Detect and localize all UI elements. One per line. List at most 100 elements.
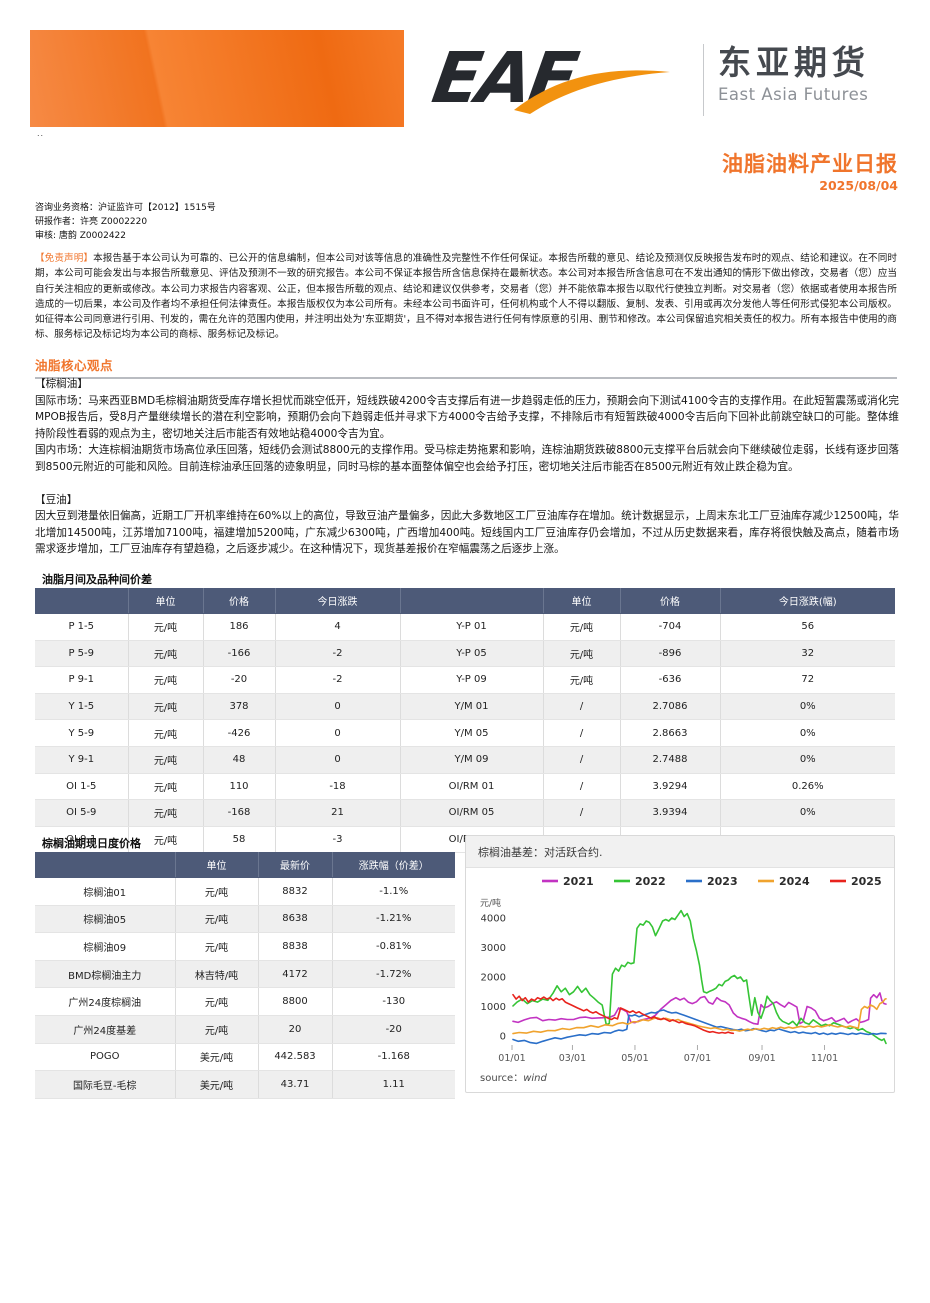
table-row: 广州24度棕榈油 元/吨 8800 -130 — [35, 987, 455, 1016]
table-cell: 元/吨 — [174, 905, 258, 934]
table-cell: 元/吨 — [127, 693, 203, 721]
legend-label-2022: 2022 — [635, 875, 666, 888]
table-cell: 元/吨 — [542, 640, 620, 668]
author-line: 研报作者：许亮 Z0002220 — [35, 217, 148, 227]
palm-table-title: 棕榈油期现日度价格 — [42, 837, 141, 850]
table-cell: 8638 — [257, 905, 332, 934]
core-view-section-header: 油脂核心观点 — [35, 355, 897, 379]
table-cell: Y/M 05 — [399, 719, 543, 747]
core-view-section-title: 油脂核心观点 — [35, 358, 114, 373]
table-row: OI 1-5 元/吨 110 -18 OI/RM 01/3.9294 0.26% — [35, 773, 895, 801]
table-cell: 元/吨 — [127, 613, 203, 641]
table-cell: 8800 — [257, 987, 332, 1016]
table-cell: OI/RM 01 — [399, 773, 543, 801]
table-cell: Y-P 09 — [399, 666, 543, 694]
column-header — [399, 588, 543, 614]
legend-label-2024: 2024 — [779, 875, 810, 888]
table-cell: 0.26% — [719, 773, 895, 801]
palm-oil-intl-paragraph: 国际市场：马来西亚BMD毛棕榈油期货受库存增长担忧而跳空低开，短线跌破4200令… — [35, 394, 899, 440]
table-row: P 1-5 元/吨 186 4 Y-P 01 元/吨 -704 56 — [35, 613, 895, 641]
table-cell: -20 — [202, 666, 275, 694]
chart-legend: 2021 2022 2023 2024 2025 — [542, 875, 882, 888]
table-row: 国际毛豆-毛棕 美元/吨 43.71 1.11 — [35, 1070, 455, 1099]
brand-divider — [703, 44, 704, 116]
table-cell: 8838 — [257, 932, 332, 961]
title-block: 油脂油料产业日报 2025/08/04 — [722, 152, 898, 193]
chart-source-label: source： — [480, 1073, 524, 1084]
series-line-2025 — [512, 993, 735, 1035]
eaf-logo-swoosh — [514, 70, 670, 114]
table-cell: 48 — [202, 746, 275, 774]
column-header: 今日涨跌(幅) — [719, 588, 895, 614]
table-cell: / — [542, 799, 620, 827]
table-cell: 元/吨 — [174, 932, 258, 961]
table-cell: 棕榈油01 — [35, 877, 175, 906]
table-cell: P 1-5 — [35, 613, 128, 641]
eaf-logo-text: EAF — [427, 38, 584, 119]
y-tick-label: 4000 — [481, 914, 506, 925]
table-cell: POGO — [35, 1043, 175, 1072]
palm-oil-domestic-paragraph: 国内市场：大连棕榈油期货市场高位承压回落，短线仍会测试8800元的支撑作用。受马… — [35, 444, 899, 473]
soy-oil-block: 【豆油】 因大豆到港量依旧偏高，近期工厂开机率维持在60%以上的高位，导致豆油产… — [35, 492, 899, 558]
table-row: 棕榈油01 元/吨 8832 -1.1% — [35, 877, 455, 906]
table-cell: 56 — [719, 613, 895, 641]
table-cell: / — [542, 719, 620, 747]
table-cell: -1.168 — [331, 1043, 455, 1072]
credentials-block: 咨询业务资格：沪证监许可【2012】1515号 研报作者：许亮 Z0002220… — [35, 201, 216, 243]
table-cell: 林吉特/吨 — [174, 960, 258, 989]
table-cell: Y 9-1 — [35, 746, 128, 774]
table-cell: 元/吨 — [127, 799, 203, 827]
table-cell: -20 — [331, 1015, 455, 1044]
column-header: 涨跌幅（价差） — [331, 852, 455, 878]
table-row: OI 9-1元/吨58-3OI/RM 09/3.56041.05% — [35, 826, 895, 854]
y-axis: 元/吨 0 1000 2000 3000 4000 — [480, 897, 506, 1043]
table-row: P 9-1 元/吨 -20 -2 Y-P 09 元/吨 -636 72 — [35, 666, 895, 694]
table-cell: 广州24度棕榈油 — [35, 987, 175, 1016]
table-cell: 0 — [274, 719, 400, 747]
table-cell: -18 — [274, 773, 400, 801]
table-cell: 3.9294 — [619, 773, 720, 801]
table-cell: OI 1-5 — [35, 773, 128, 801]
x-tick-label: 05/01 — [621, 1053, 648, 1064]
table-cell: 20 — [257, 1015, 332, 1044]
column-header: 单位 — [174, 852, 258, 878]
basis-chart-title: 棕榈油基差：对活跃合约. — [466, 836, 894, 868]
table-cell: -704 — [619, 613, 720, 641]
qualification-line: 咨询业务资格：沪证监许可【2012】1515号 — [35, 203, 216, 213]
spread-table: 单位 价格 今日涨跌 单位 价格 今日涨跌(幅) P 1-5 元/吨 186 4 Y-P 01 元/吨… — [35, 588, 895, 854]
y-tick-label: 2000 — [481, 973, 506, 984]
table-cell: -2 — [274, 640, 400, 668]
table-row: 广州24度基差 元/吨 20 -20 — [35, 1015, 455, 1044]
table-cell: 72 — [719, 666, 895, 694]
disclaimer-paragraph: 【免责声明】本报告基于本公司认为可靠的、已公开的信息编制，但本公司对该等信息的准… — [35, 251, 897, 343]
eaf-logo: EAF — [427, 38, 670, 119]
y-axis-unit-label: 元/吨 — [480, 897, 501, 909]
table-cell: / — [542, 693, 620, 721]
series-line-2023 — [512, 1009, 887, 1045]
report-date: 2025/08/04 — [819, 178, 898, 193]
table-cell: 0 — [274, 746, 400, 774]
series-line-2021 — [512, 992, 887, 1025]
table-cell: 0% — [719, 799, 895, 827]
table-cell: 4172 — [257, 960, 332, 989]
table-cell: Y/M 09 — [399, 746, 543, 774]
orange-banner-graphic — [30, 30, 404, 127]
table-cell: P 9-1 — [35, 666, 128, 694]
table-cell: Y-P 01 — [399, 613, 543, 641]
disclaimer-text: 本报告基于本公司认为可靠的、已公开的信息编制，但本公司对该等信息的准确性及完整性… — [35, 253, 898, 341]
table-cell: 元/吨 — [127, 640, 203, 668]
brand-name-en: East Asia Futures — [718, 85, 869, 104]
table-cell: -1.72% — [331, 960, 455, 989]
table-cell: BMD棕榈油主力 — [35, 960, 175, 989]
x-tick-label: 03/01 — [559, 1053, 586, 1064]
table-cell: / — [542, 746, 620, 774]
table-cell: 1.11 — [331, 1070, 455, 1099]
table-cell: 21 — [274, 799, 400, 827]
soy-oil-label: 【豆油】 — [35, 493, 78, 506]
x-tick-label: 09/01 — [748, 1053, 775, 1064]
table-cell: 元/吨 — [127, 746, 203, 774]
table-cell: 美元/吨 — [174, 1043, 258, 1072]
table-cell: 110 — [202, 773, 275, 801]
corner-mark: .. — [37, 129, 45, 138]
table-cell: -1.1% — [331, 877, 455, 906]
